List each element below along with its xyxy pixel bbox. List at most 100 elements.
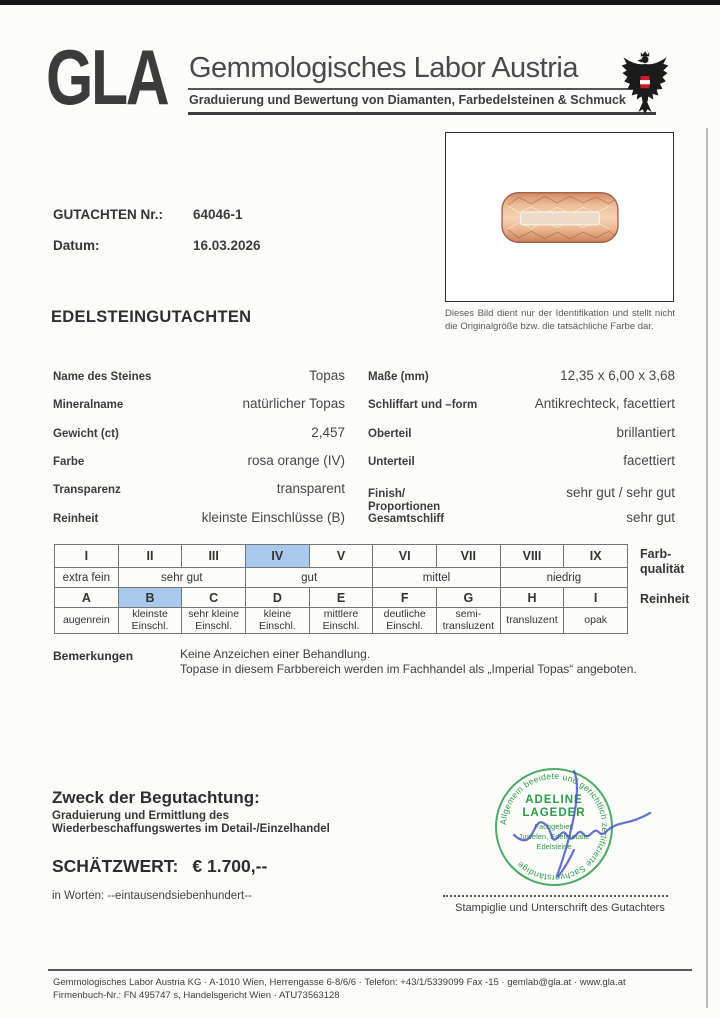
color-grade-cell: VIII — [500, 545, 565, 568]
estimated-value-label: SCHÄTZWERT: — [52, 856, 179, 876]
clarity-grade-cell: D — [246, 588, 310, 608]
report-number-label: GUTACHTEN Nr.: — [53, 207, 163, 222]
expert-stamp: Allgemein beeidete und gerichtlich zerti… — [495, 768, 652, 886]
clarity-grade-cell: B — [118, 588, 183, 608]
property-row: Oberteil brillantiert — [368, 425, 675, 441]
property-row: Maße (mm) 12,35 x 6,00 x 3,68 — [368, 368, 675, 384]
remarks-line: Keine Anzeichen einer Behandlung. — [180, 647, 371, 661]
clarity-grade-cell: G — [437, 588, 501, 608]
property-row: Farbe rosa orange (IV) — [53, 453, 345, 469]
clarity-description-cell: opak — [564, 608, 628, 634]
color-grade-row: I II III IV V VI VII VIII IX — [55, 545, 628, 568]
clarity-description-cell: sehr kleine Einschl. — [182, 608, 246, 634]
color-group-cell: extra fein — [55, 568, 119, 588]
color-grade-cell: III — [182, 545, 246, 568]
clarity-description-cell: semi-transluzent — [437, 608, 501, 634]
estimated-value-row: SCHÄTZWERT: € 1.700,-- — [52, 856, 267, 877]
color-quality-scale: I II III IV V VI VII VIII IX extra fein … — [54, 544, 628, 588]
color-group-row: extra fein sehr gut gut mittel niedrig — [55, 568, 628, 588]
property-value: natürlicher Topas — [242, 396, 345, 411]
color-grade-cell: II — [118, 545, 183, 568]
property-value: rosa orange (IV) — [247, 453, 345, 468]
property-label: Maße (mm) — [368, 371, 429, 383]
property-label: Oberteil — [368, 428, 412, 440]
remarks-label: Bemerkungen — [53, 649, 134, 663]
property-label: Finish/ Proportionen — [368, 488, 441, 514]
gem-photo — [500, 191, 619, 243]
property-row: Finish/ Proportionen sehr gut / sehr gut — [368, 478, 675, 514]
section-title: EDELSTEINGUTACHTEN — [51, 308, 252, 326]
purpose-line: Graduierung und Ermittlung des — [52, 810, 229, 822]
clarity-grade-cell: A — [55, 588, 119, 608]
property-value: 12,35 x 6,00 x 3,68 — [560, 368, 675, 383]
property-label: Gewicht (ct) — [53, 428, 119, 440]
clarity-grade-cell: C — [182, 588, 246, 608]
footer-address-line: Gemmologisches Labor Austria KG · A-1010… — [53, 977, 626, 988]
purpose-line: Wiederbeschaffungswertes im Detail-/Einz… — [52, 823, 330, 835]
property-row: Gewicht (ct) 2,457 — [53, 425, 345, 441]
gla-logo: GLA — [46, 33, 170, 121]
property-value: facettiert — [623, 453, 675, 468]
clarity-grade-row: A B C D E F G H I — [55, 588, 628, 608]
footer-registry-line: Firmenbuch-Nr.: FN 495747 s, Handelsgeri… — [53, 990, 340, 1001]
purpose-text: Graduierung und Ermittlung des Wiederbes… — [52, 810, 330, 836]
property-value: 2,457 — [311, 425, 345, 440]
report-number-value: 64046-1 — [193, 207, 243, 222]
property-value: sehr gut / sehr gut — [566, 485, 675, 500]
expert-signature — [512, 769, 652, 878]
property-value: kleinste Einschlüsse (B) — [201, 510, 345, 525]
clarity-description-cell: deutliche Einschl. — [373, 608, 437, 634]
stamp-field-label: Fachgebiet: — [534, 822, 573, 831]
clarity-description-cell: transluzent — [500, 608, 565, 634]
property-row: Transparenz transparent — [53, 481, 345, 497]
property-label: Mineralname — [53, 399, 124, 411]
clarity-description-cell: kleine Einschl. — [246, 608, 310, 634]
color-grade-cell: I — [55, 545, 119, 568]
gem-photo-caption: Dieses Bild dient nur der Identifikation… — [445, 308, 675, 332]
report-date-value: 16.03.2026 — [193, 238, 261, 253]
property-row: Gesamtschliff sehr gut — [368, 510, 675, 526]
property-label: Name des Steines — [53, 371, 152, 383]
stamp-field-line1: Juwelen, Edelmetalle — [519, 832, 590, 841]
color-group-cell: niedrig — [500, 568, 628, 588]
property-row: Name des Steines Topas — [53, 368, 345, 384]
stamp-name-line2: LAGEDER — [522, 807, 585, 819]
clarity-description-row: augenrein kleinste Einschl. sehr kleine … — [55, 608, 628, 634]
header-divider-top — [188, 88, 656, 90]
color-grade-cell: IX — [564, 545, 628, 568]
color-grade-cell: VII — [437, 545, 501, 568]
gem-photo-frame — [445, 132, 674, 302]
property-label: Farbe — [53, 456, 85, 468]
property-value: brillantiert — [616, 425, 675, 440]
estimated-value: € 1.700,-- — [192, 856, 268, 876]
color-grade-cell: IV — [246, 545, 310, 568]
signature-line — [443, 895, 668, 897]
property-value: transparent — [276, 481, 345, 496]
color-grade-cell: V — [309, 545, 374, 568]
property-value: sehr gut — [626, 510, 675, 525]
lab-title: Gemmologisches Labor Austria — [189, 52, 578, 84]
property-label: Gesamtschliff — [368, 513, 445, 525]
property-row: Reinheit kleinste Einschlüsse (B) — [53, 510, 345, 526]
lab-subtitle: Graduierung und Bewertung von Diamanten,… — [189, 93, 626, 107]
clarity-description-cell: mittlere Einschl. — [309, 608, 374, 634]
stamp-caption: Stampiglie und Unterschrift des Gutachte… — [455, 902, 665, 914]
austrian-eagle-emblem — [621, 51, 669, 114]
color-scale-label: Farb- qualität — [640, 547, 685, 576]
color-grade-cell: VI — [373, 545, 437, 568]
color-group-cell: mittel — [373, 568, 501, 588]
color-group-cell: gut — [246, 568, 374, 588]
property-value: Antikrechteck, facettiert — [534, 396, 675, 411]
property-row: Schliffart und –form Antikrechteck, facet… — [368, 396, 675, 412]
property-row: Mineralname natürlicher Topas — [53, 396, 345, 412]
purpose-title: Zweck der Begutachtung: — [52, 788, 260, 807]
clarity-grade-cell: E — [309, 588, 374, 608]
color-group-cell: sehr gut — [118, 568, 246, 588]
clarity-grade-cell: I — [564, 588, 628, 608]
header-divider-bottom — [188, 112, 656, 115]
clarity-grade-cell: H — [500, 588, 565, 608]
value-in-words: in Worten: --eintausendsiebenhundert-- — [52, 890, 252, 902]
clarity-description-cell: augenrein — [55, 608, 119, 634]
property-label: Transparenz — [53, 484, 121, 496]
